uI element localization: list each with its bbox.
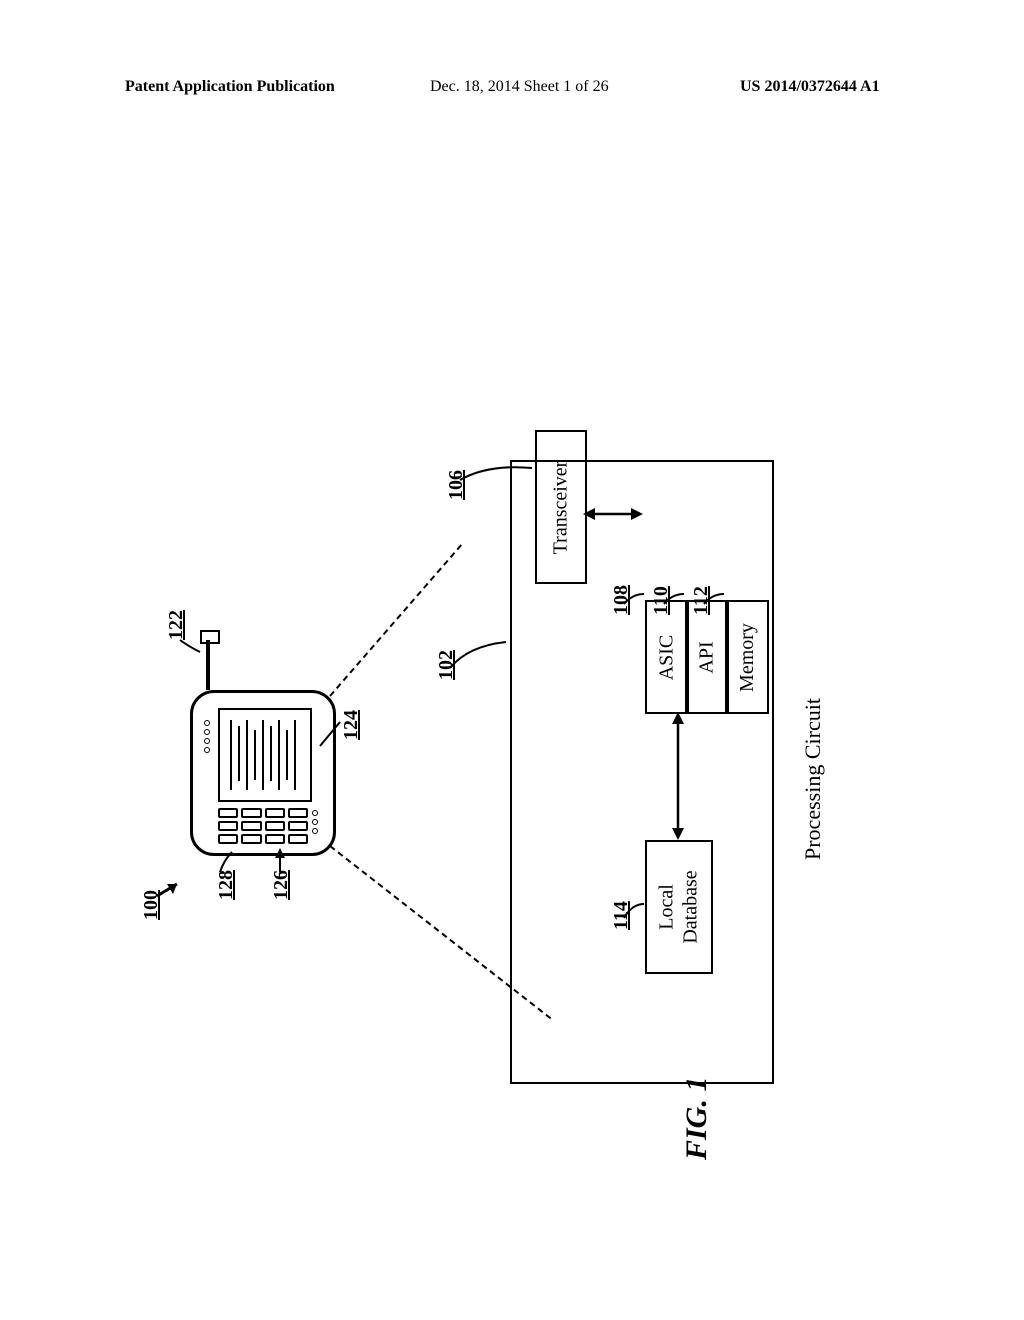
device (190, 690, 330, 850)
asic-block: ASIC (645, 600, 689, 714)
transceiver-label: Transceiver (550, 460, 573, 554)
device-screen (218, 708, 312, 802)
figure-label: FIG. 1 (680, 1077, 714, 1160)
ref-126-leader (272, 848, 288, 872)
ref-128-leader (218, 850, 238, 874)
ref-100-arrow (155, 880, 185, 900)
api-label: API (695, 641, 718, 673)
device-dots-right (312, 810, 318, 834)
processing-circuit-label: Processing Circuit (800, 698, 826, 860)
ref-128: 128 (215, 870, 238, 900)
memory-block: Memory (725, 600, 769, 714)
transceiver-arrow (583, 506, 643, 522)
api-block: API (685, 600, 729, 714)
ref-112-leader (702, 590, 726, 606)
ref-124: 124 (340, 710, 363, 740)
transceiver-block: Transceiver (535, 430, 587, 584)
ref-122: 122 (165, 610, 188, 640)
device-dots-left (204, 720, 210, 753)
localdb-label: LocalDatabase (655, 870, 703, 943)
ref-114-leader (622, 900, 646, 920)
ref-110-leader (662, 590, 686, 606)
asic-label: ASIC (656, 634, 679, 680)
ref-108-leader (622, 590, 646, 606)
memory-label: Memory (736, 623, 759, 692)
ref-124-leader (318, 720, 342, 750)
header-left: Patent Application Publication (125, 78, 335, 96)
figure-1: 100 (0, 200, 1024, 1100)
ref-122-leader (178, 638, 208, 658)
ref-102-leader (448, 640, 508, 670)
localdb-block: LocalDatabase (645, 840, 713, 974)
ref-126: 126 (270, 870, 293, 900)
header-right: US 2014/0372644 A1 (740, 78, 880, 96)
ref-106-leader (458, 462, 534, 482)
device-keypad (218, 808, 308, 844)
page-header: Patent Application Publication Dec. 18, … (0, 78, 1024, 102)
memory-to-db-arrow (670, 712, 686, 840)
header-center: Dec. 18, 2014 Sheet 1 of 26 (430, 78, 609, 96)
